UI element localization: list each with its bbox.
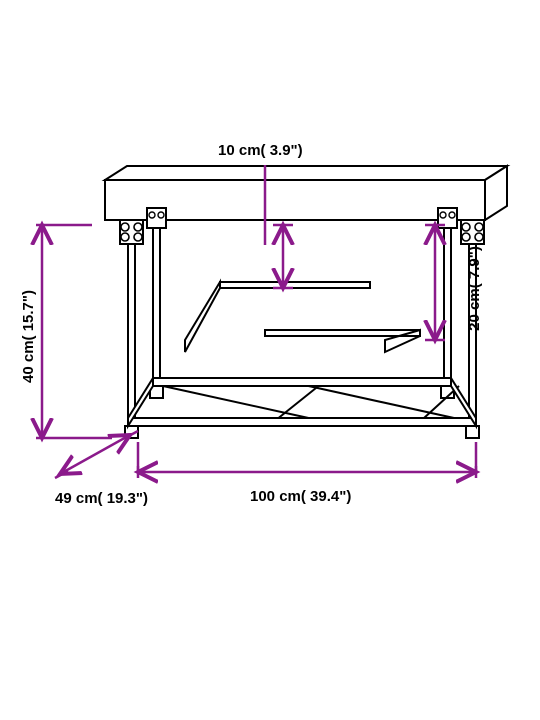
dim-height-label: 40 cm( 15.7") <box>20 290 37 383</box>
diagram-canvas: 40 cm( 15.7") 49 cm( 19.3") 100 cm( 39.4… <box>0 0 540 720</box>
dim-opening-label: 20 cm( 7.9") <box>466 246 483 331</box>
furniture-layer <box>105 166 507 438</box>
dim-depth-label: 49 cm( 19.3") <box>55 490 148 507</box>
dim-shelf-gap-label: 10 cm( 3.9") <box>218 142 303 159</box>
dim-width-label: 100 cm( 39.4") <box>250 488 351 505</box>
diagram-svg <box>0 0 540 720</box>
